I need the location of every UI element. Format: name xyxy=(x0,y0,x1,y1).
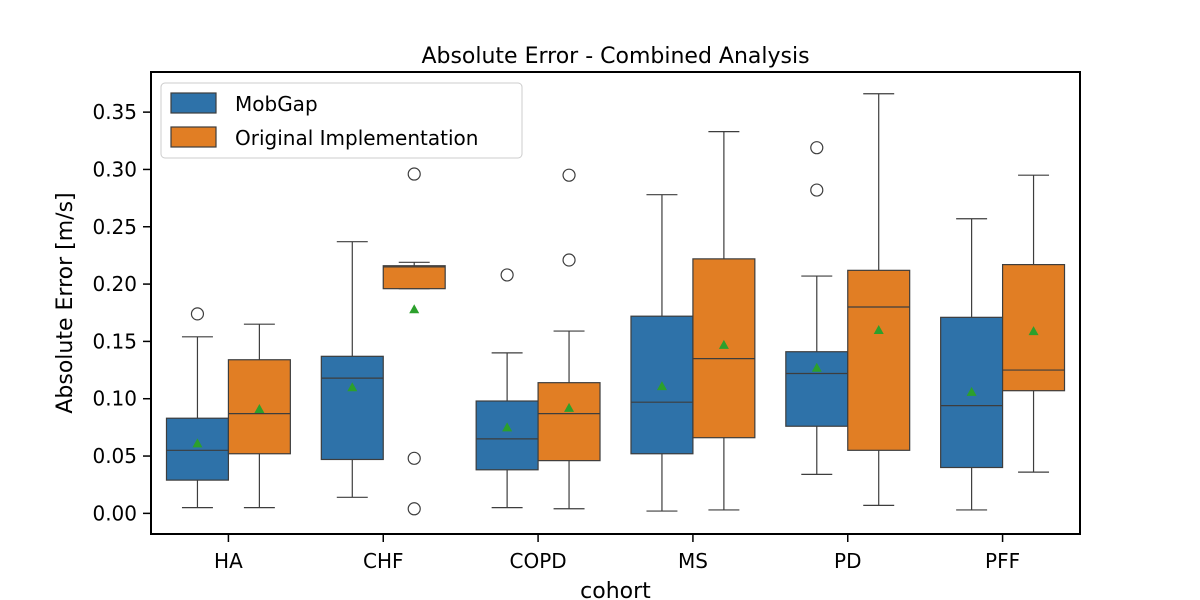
box-mobgap-ha xyxy=(165,307,230,509)
legend-swatch xyxy=(170,92,217,114)
box-mobgap-pff xyxy=(940,218,1004,511)
box-iqr xyxy=(165,417,230,481)
mean-marker xyxy=(192,438,203,448)
box-original-implementation-pd xyxy=(847,93,911,506)
outlier-point xyxy=(562,168,576,182)
mean-marker xyxy=(718,339,729,349)
y-tick-label: 0.05 xyxy=(92,444,137,468)
y-axis: 0.00 0.05 0.10 0.15 0.20 0.25 0.30 0.35 xyxy=(92,100,151,525)
box-original-implementation-ha xyxy=(227,323,291,509)
mean-marker xyxy=(656,381,667,391)
box-original-implementation-copd xyxy=(537,168,601,510)
x-tick-label: PD xyxy=(834,549,861,573)
x-axis: HA CHF COPD MS PD PFF xyxy=(214,534,1020,573)
plot-area xyxy=(165,93,1066,516)
x-tick-label: HA xyxy=(214,549,243,573)
box-iqr xyxy=(537,382,601,462)
mean-marker xyxy=(502,422,513,432)
box-original-implementation-chf xyxy=(382,167,446,516)
y-axis-title: Absolute Error [m/s] xyxy=(53,192,78,413)
box-original-implementation-ms xyxy=(692,131,756,511)
outlier-point xyxy=(407,451,421,465)
outlier-point xyxy=(562,253,576,267)
box-mobgap-pd xyxy=(785,141,849,475)
y-tick-label: 0.10 xyxy=(92,387,137,411)
box-mobgap-copd xyxy=(475,268,539,509)
x-tick-label: COPD xyxy=(509,549,566,573)
box-original-implementation-pff xyxy=(1001,174,1066,473)
box-mobgap-chf xyxy=(320,241,384,498)
outlier-point xyxy=(810,183,824,197)
y-tick-label: 0.25 xyxy=(92,215,137,239)
box-iqr xyxy=(320,355,384,461)
y-tick-label: 0.30 xyxy=(92,157,137,181)
x-tick-label: PFF xyxy=(985,549,1020,573)
mean-marker xyxy=(347,382,358,392)
outlier-point xyxy=(190,307,205,321)
plot-frame xyxy=(150,71,1081,535)
outlier-point xyxy=(810,141,824,155)
box-iqr xyxy=(847,269,911,451)
legend-swatch xyxy=(170,126,217,148)
x-tick-label: CHF xyxy=(363,549,404,573)
box-mobgap-ms xyxy=(630,194,694,512)
outlier-point xyxy=(407,167,421,181)
mean-marker xyxy=(811,362,822,372)
legend-label: MobGap xyxy=(235,92,318,116)
mean-marker xyxy=(254,404,265,414)
y-tick-label: 0.15 xyxy=(92,329,137,353)
mean-marker xyxy=(564,402,575,412)
box-iqr xyxy=(382,265,446,290)
x-tick-label: MS xyxy=(678,549,708,573)
mean-marker xyxy=(873,324,884,334)
y-tick-label: 0.35 xyxy=(92,100,137,124)
mean-marker xyxy=(966,386,977,396)
mean-marker xyxy=(409,304,420,314)
y-tick-label: 0.20 xyxy=(92,272,137,296)
legend: MobGap Original Implementation xyxy=(160,82,523,159)
chart-title: Absolute Error - Combined Analysis xyxy=(421,44,809,69)
legend-label: Original Implementation xyxy=(235,126,478,150)
legend-frame xyxy=(160,82,523,159)
x-axis-title: cohort xyxy=(580,579,651,600)
mean-marker xyxy=(1028,326,1039,336)
outlier-point xyxy=(407,502,421,516)
y-tick-label: 0.00 xyxy=(92,501,137,525)
box-iqr xyxy=(475,400,539,471)
outlier-point xyxy=(500,268,514,282)
